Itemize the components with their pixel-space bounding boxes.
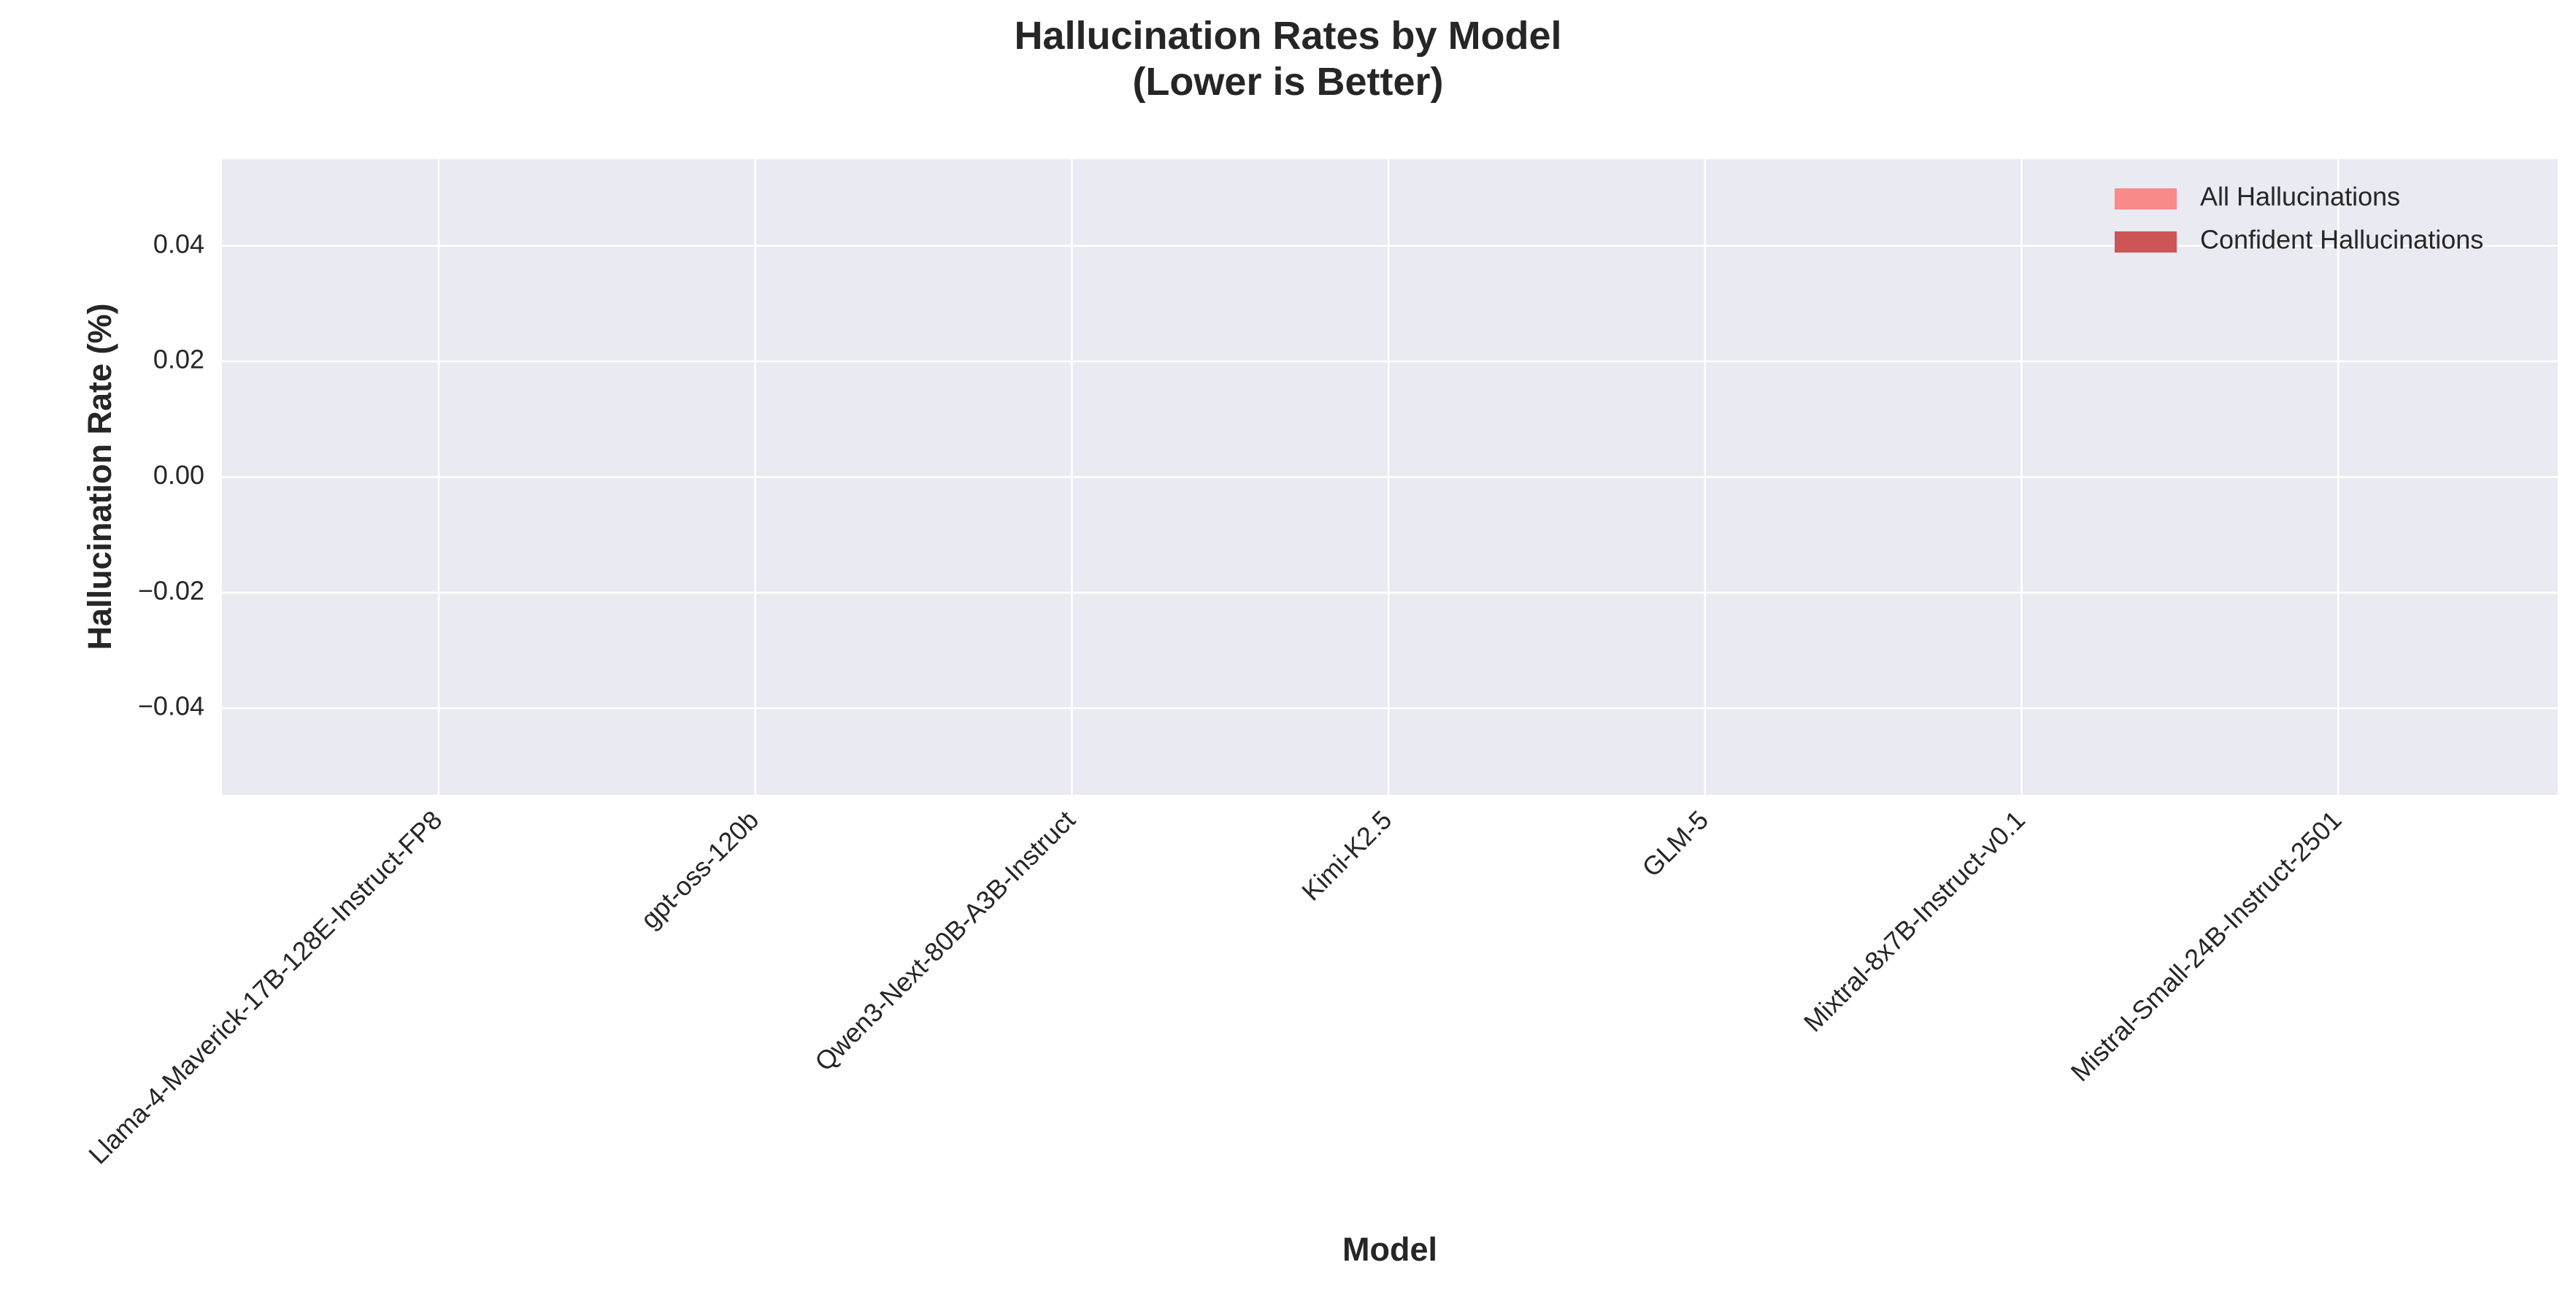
x-axis-label: Model: [1342, 1231, 1437, 1268]
x-tick-label: GLM-5: [1636, 804, 1714, 883]
x-tick-label: Mixtral-8x7B-Instruct-v0.1: [1798, 804, 2031, 1037]
x-tick-label: gpt-oss-120b: [635, 804, 765, 934]
legend-label: All Hallucinations: [2200, 182, 2400, 212]
y-tick-label: 0.02: [153, 345, 204, 374]
x-tick-label: Mistral-Small-24B-Instruct-2501: [2065, 804, 2348, 1087]
chart-title: Hallucination Rates by Model (Lower is B…: [1014, 14, 1562, 104]
x-tick-label: Qwen3-Next-80B-A3B-Instruct: [809, 804, 1081, 1077]
y-tick-label: 0.00: [153, 460, 204, 490]
y-tick-label: −0.02: [138, 575, 204, 605]
legend-swatch: [2115, 231, 2177, 253]
x-tick-label: Llama-4-Maverick-17B-128E-Instruct-FP8: [82, 804, 447, 1169]
y-axis-label: Hallucination Rate (%): [81, 303, 118, 650]
legend-label: Confident Hallucinations: [2200, 225, 2483, 255]
legend-swatch: [2115, 188, 2177, 209]
y-tick-label: 0.04: [153, 228, 204, 258]
y-tick-label: −0.04: [138, 691, 204, 721]
x-tick-label: Kimi-K2.5: [1296, 804, 1397, 906]
